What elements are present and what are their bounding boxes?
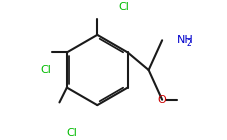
Text: O: O [158,95,167,105]
Text: 2: 2 [186,39,191,48]
Text: Cl: Cl [118,2,129,12]
Text: NH: NH [177,35,194,45]
Text: Cl: Cl [40,65,51,75]
Text: Cl: Cl [66,128,77,138]
